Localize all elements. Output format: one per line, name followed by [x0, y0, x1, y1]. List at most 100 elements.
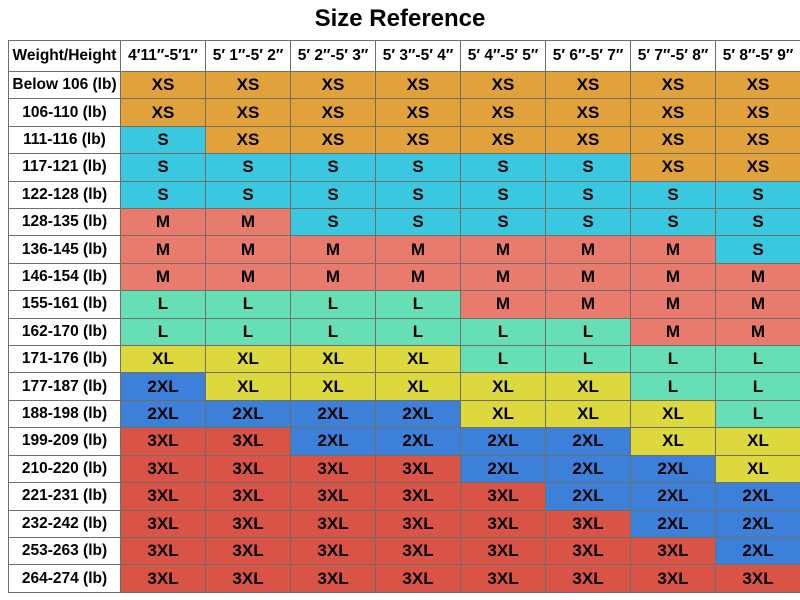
size-cell: M — [630, 235, 716, 264]
size-cell: XL — [630, 427, 716, 456]
size-cell: M — [545, 235, 631, 264]
size-cell: XS — [290, 98, 376, 127]
height-header-cell: 5′ 2″-5′ 3″ — [290, 40, 376, 72]
size-cell: XS — [205, 125, 291, 155]
size-cell: S — [630, 180, 716, 210]
size-cell: XL — [630, 399, 716, 429]
size-cell: M — [715, 290, 800, 319]
size-cell: S — [460, 180, 546, 210]
size-cell: 3XL — [375, 536, 461, 566]
size-cell: L — [545, 317, 631, 347]
size-cell: XL — [715, 454, 800, 484]
size-cell: L — [630, 372, 716, 401]
size-cell: L — [120, 290, 206, 319]
size-cell: XL — [375, 345, 461, 374]
table-header: Weight/Height 4′11″-5′1″ 5′ 1″-5′ 2″ 5′ 2″-… — [8, 40, 800, 72]
weight-label-cell: Below 106 (lb) — [8, 70, 121, 100]
size-cell: M — [715, 262, 800, 292]
height-header-cell: 4′11″-5′1″ — [120, 40, 206, 72]
table-row: 162-170 (lb) L L L L L L M M — [8, 317, 800, 347]
size-cell: 2XL — [205, 399, 291, 429]
size-cell: 2XL — [630, 509, 716, 538]
height-header-cell: 5′ 3″-5′ 4″ — [375, 40, 461, 72]
size-cell: XS — [205, 98, 291, 127]
size-cell: 3XL — [120, 482, 206, 511]
size-cell: 3XL — [120, 454, 206, 484]
size-cell: S — [715, 208, 800, 237]
size-cell: S — [290, 153, 376, 182]
size-cell: 2XL — [120, 399, 206, 429]
size-cell: M — [630, 290, 716, 319]
size-cell: S — [460, 153, 546, 182]
size-cell: L — [290, 317, 376, 347]
size-cell: L — [375, 317, 461, 347]
size-cell: S — [120, 180, 206, 210]
table-row: Below 106 (lb) XS XS XS XS XS XS XS XS — [8, 70, 800, 100]
size-cell: L — [545, 345, 631, 374]
size-cell: M — [630, 317, 716, 347]
size-cell: 3XL — [545, 509, 631, 538]
weight-label-cell: 253-263 (lb) — [8, 536, 121, 566]
size-cell: M — [120, 235, 206, 264]
size-cell: 3XL — [545, 536, 631, 566]
size-cell: XS — [205, 70, 291, 100]
size-cell: XL — [460, 372, 546, 401]
size-cell: S — [375, 153, 461, 182]
size-cell: XL — [120, 345, 206, 374]
size-cell: S — [630, 208, 716, 237]
weight-label-cell: 264-274 (lb) — [8, 564, 121, 593]
size-cell: S — [545, 153, 631, 182]
size-cell: 3XL — [460, 536, 546, 566]
size-cell: XL — [460, 399, 546, 429]
size-cell: L — [290, 290, 376, 319]
size-cell: 3XL — [630, 564, 716, 593]
size-cell: M — [205, 262, 291, 292]
size-cell: L — [460, 317, 546, 347]
corner-header-cell: Weight/Height — [8, 40, 121, 72]
table-row: 155-161 (lb) L L L L M M M M — [8, 290, 800, 319]
size-cell: M — [460, 290, 546, 319]
height-header-cell: 5′ 6″-5′ 7″ — [545, 40, 631, 72]
size-cell: 3XL — [120, 536, 206, 566]
size-cell: 3XL — [205, 482, 291, 511]
size-cell: XS — [375, 98, 461, 127]
height-header-cell: 5′ 7″-5′ 8″ — [630, 40, 716, 72]
size-cell: S — [290, 180, 376, 210]
size-cell: L — [460, 345, 546, 374]
size-cell: 2XL — [460, 454, 546, 484]
size-cell: 3XL — [375, 509, 461, 538]
size-cell: XS — [630, 125, 716, 155]
size-cell: 3XL — [375, 564, 461, 593]
size-cell: S — [205, 153, 291, 182]
size-cell: M — [120, 262, 206, 292]
size-cell: M — [545, 262, 631, 292]
size-cell: S — [375, 180, 461, 210]
size-cell: XS — [375, 70, 461, 100]
size-cell: XS — [460, 70, 546, 100]
size-cell: M — [290, 235, 376, 264]
size-cell: 3XL — [205, 427, 291, 456]
size-cell: XS — [375, 125, 461, 155]
size-cell: 3XL — [460, 564, 546, 593]
size-cell: M — [460, 235, 546, 264]
size-cell: S — [545, 208, 631, 237]
table-row: 264-274 (lb) 3XL 3XL 3XL 3XL 3XL 3XL 3XL 3XL — [8, 564, 800, 593]
size-cell: 2XL — [460, 427, 546, 456]
weight-label-cell: 128-135 (lb) — [8, 208, 121, 237]
height-header-cell: 5′ 1″-5′ 2″ — [205, 40, 291, 72]
size-cell: 2XL — [545, 482, 631, 511]
size-cell: XS — [715, 153, 800, 182]
size-cell: 3XL — [290, 564, 376, 593]
table-row: 188-198 (lb) 2XL 2XL 2XL 2XL XL XL XL L — [8, 399, 800, 429]
size-cell: 2XL — [375, 427, 461, 456]
table-row: 232-242 (lb) 3XL 3XL 3XL 3XL 3XL 3XL 2XL 2XL — [8, 509, 800, 538]
size-cell: XS — [715, 70, 800, 100]
size-cell: M — [120, 208, 206, 237]
page-title: Size Reference — [314, 5, 486, 32]
size-cell: 3XL — [290, 454, 376, 484]
height-header-cell: 5′ 8″-5′ 9″ — [715, 40, 800, 72]
size-cell: M — [545, 290, 631, 319]
size-cell: 3XL — [290, 509, 376, 538]
size-cell: S — [290, 208, 376, 237]
table-row: 210-220 (lb) 3XL 3XL 3XL 3XL 2XL 2XL 2XL XL — [8, 454, 800, 484]
